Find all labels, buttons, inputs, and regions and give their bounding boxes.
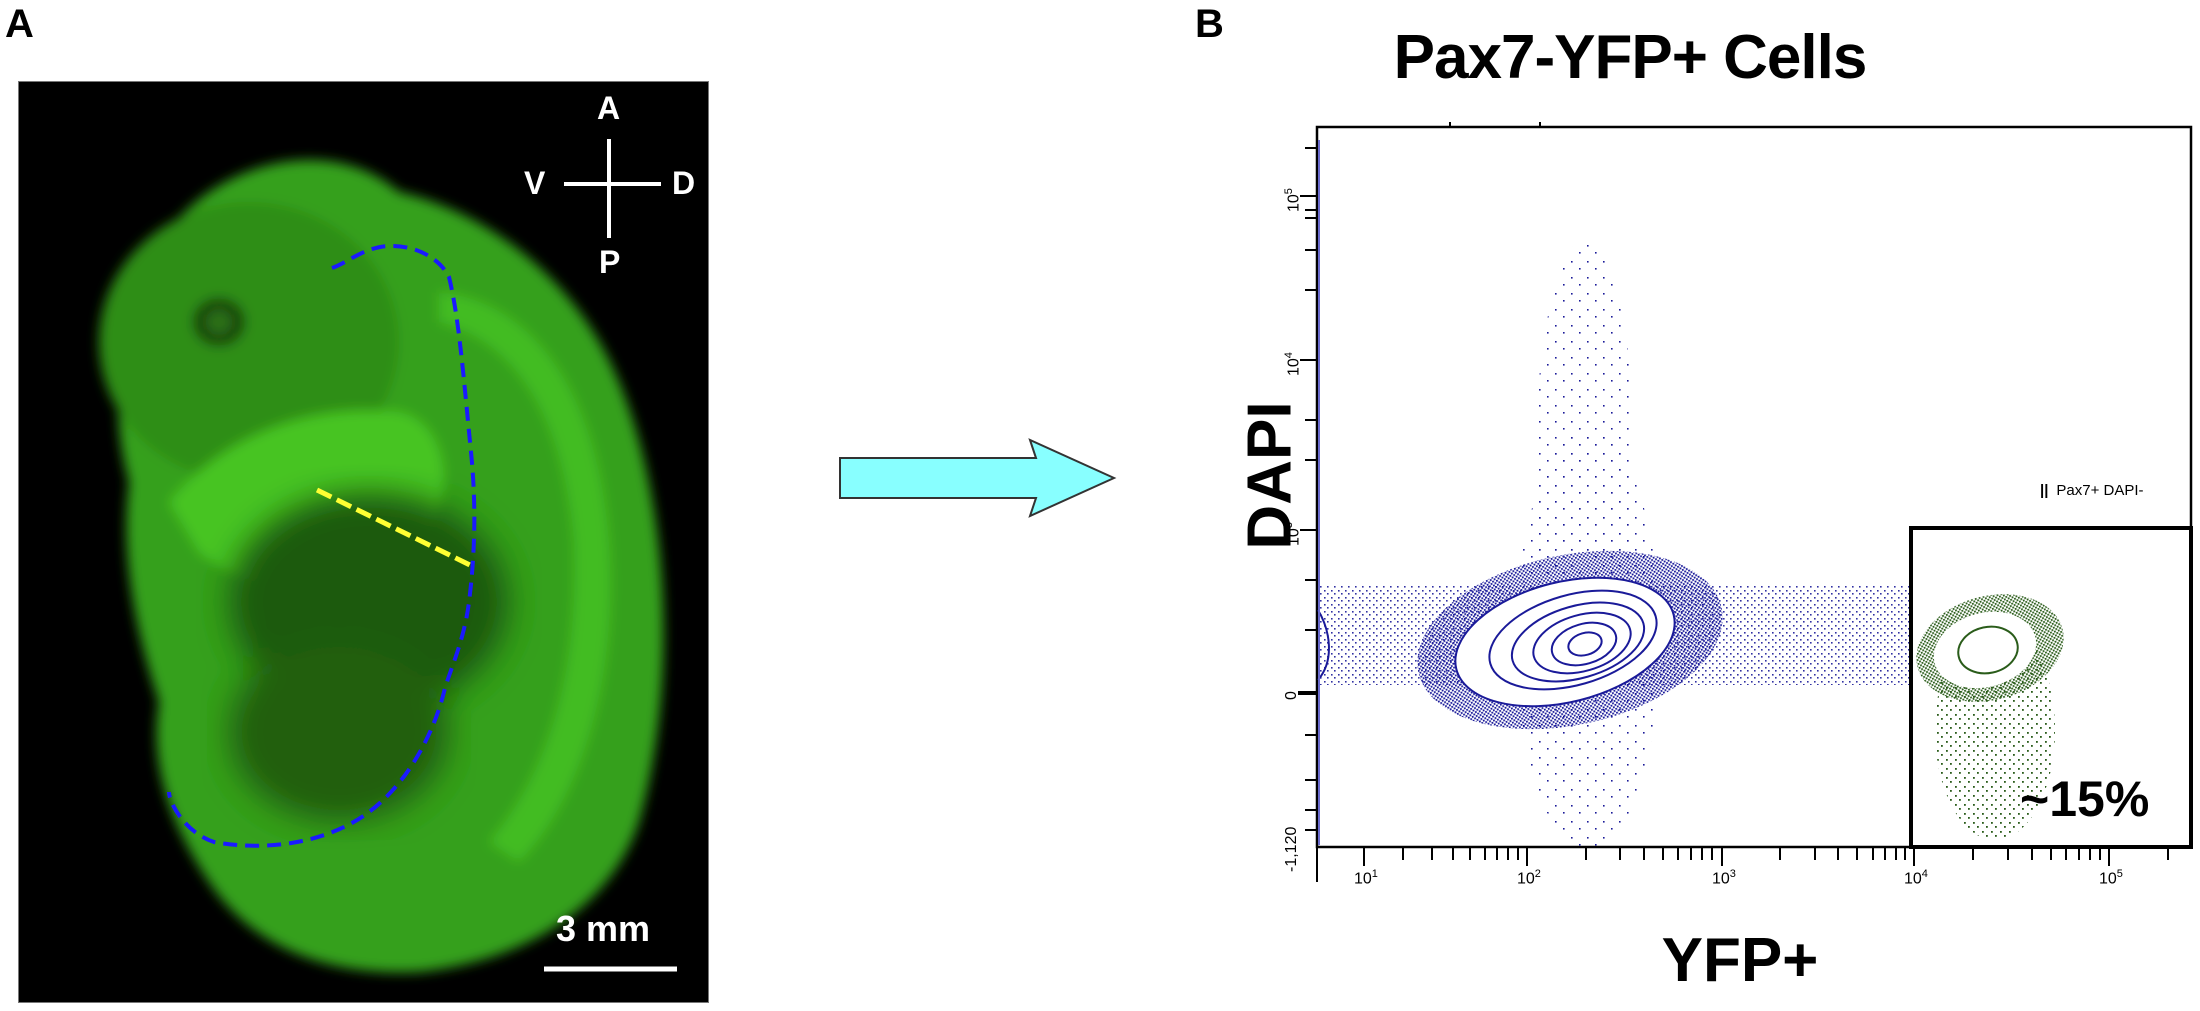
x-axis-ticks [1316, 847, 2169, 882]
y-axis-ticks [1298, 147, 1317, 831]
y-tick-label-neg: -1,120 [1283, 826, 1300, 872]
gate-label: || Pax7+ DAPI- [2040, 482, 2144, 499]
embryo-fluorescence-image: A V D P 3 mm [18, 81, 709, 1003]
compass-dorsal-label: D [672, 165, 696, 201]
gate-percentage: ~15% [2020, 771, 2150, 827]
x-tick-label-10-3: 103 [1712, 868, 1736, 888]
orientation-compass [564, 139, 661, 238]
compass-anterior-label: A [597, 90, 621, 126]
y-tick-label-10-4: 104 [1283, 352, 1303, 376]
all-events-population [1317, 140, 1910, 850]
compass-posterior-label: P [599, 244, 621, 280]
compass-ventral-label: V [524, 165, 546, 201]
x-tick-label-10-1: 101 [1354, 868, 1378, 888]
section-line [315, 487, 476, 570]
panel-a-label: A [5, 2, 34, 46]
embryo-illustration [99, 139, 677, 973]
x-tick-label-10-5: 105 [2099, 868, 2123, 888]
x-axis-label: YFP+ [1661, 926, 1819, 995]
y-tick-label-10-5: 105 [1283, 188, 1303, 212]
plot-title: Pax7-YFP+ Cells [1393, 23, 1868, 92]
panel-b-label: B [1195, 2, 1224, 46]
gate-label-text: Pax7+ DAPI- [2056, 482, 2144, 499]
scale-bar-label: 3 mm [556, 908, 651, 949]
flow-arrow-icon [839, 438, 1117, 518]
x-tick-label-10-4: 104 [1904, 868, 1928, 888]
pax7-positive-population [1916, 594, 2064, 840]
y-tick-label-10-3: 103 [1283, 522, 1303, 546]
flow-cytometry-plot [1298, 122, 2193, 882]
x-tick-label-10-2: 102 [1517, 868, 1541, 888]
y-tick-label-0: 0 [1283, 691, 1300, 700]
